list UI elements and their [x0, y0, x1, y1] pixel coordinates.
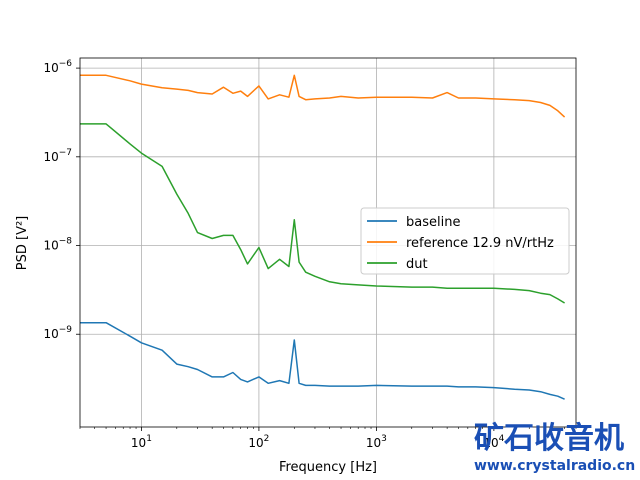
y-tick-label: 10−7: [43, 148, 72, 164]
series-lines: [80, 74, 566, 400]
y-tick-label: 10−8: [43, 237, 72, 253]
series-line-dut: [80, 123, 565, 304]
series-line-baseline: [80, 321, 565, 400]
x-tick-label: 102: [248, 434, 269, 450]
legend-box: [360, 207, 570, 275]
x-tick-label: 101: [131, 434, 152, 450]
y-tick-label: 10−6: [43, 59, 72, 75]
legend-label: baseline: [406, 215, 460, 230]
x-tick-label: 103: [366, 434, 387, 450]
y-tick-label: 10−9: [43, 325, 72, 341]
watermark-logo-text: 矿石收音机: [474, 421, 624, 456]
grid: [80, 58, 576, 427]
legend: baseline reference 12.9 nV/rtHz dut: [360, 207, 570, 275]
series-line-reference: [80, 74, 566, 118]
plot-area-frame: [79, 57, 577, 428]
y-axis-label: PSD [V²]: [15, 216, 30, 270]
watermark-url: www.crystalradio.cn: [474, 458, 635, 474]
x-axis-label: Frequency [Hz]: [279, 460, 377, 475]
legend-label: reference 12.9 nV/rtHz: [406, 236, 554, 251]
watermark: 矿石收音机 www.crystalradio.cn: [474, 421, 635, 474]
legend-label: dut: [406, 257, 428, 272]
